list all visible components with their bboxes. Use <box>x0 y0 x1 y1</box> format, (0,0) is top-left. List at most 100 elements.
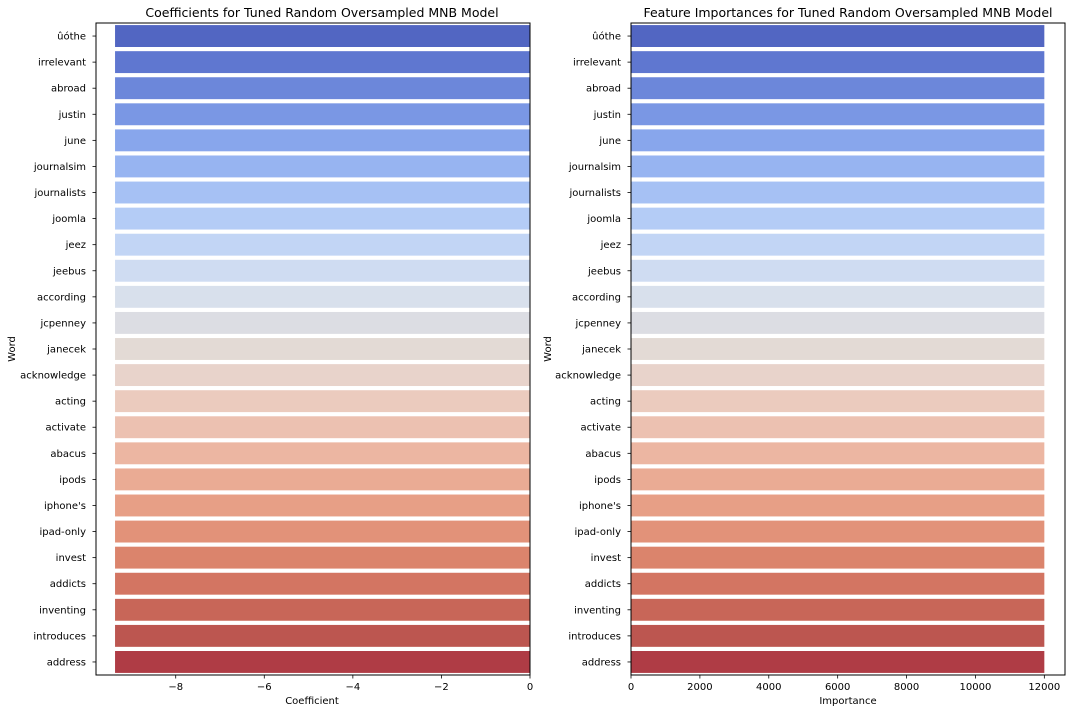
x-tick-label: 0 <box>628 682 634 693</box>
chart-title-importances: Feature Importances for Tuned Random Ove… <box>643 5 1052 20</box>
bar-7 <box>631 207 1045 230</box>
y-tick-label: jeebus <box>52 266 86 277</box>
bar-15 <box>115 416 531 439</box>
bar-13 <box>115 364 531 387</box>
y-ticks: ûóthe irrelevant abroad justin june journalsi… <box>555 31 631 668</box>
bar-19 <box>631 520 1045 543</box>
bar-22 <box>115 598 531 621</box>
coefficients-chart: Coefficients for Tuned Random Oversample… <box>7 5 533 707</box>
y-tick-label: addicts <box>50 579 86 590</box>
y-tick-label: inventing <box>574 605 621 616</box>
bar-2 <box>115 77 531 100</box>
bar-21 <box>631 572 1045 595</box>
bar-21 <box>115 572 531 595</box>
bar-24 <box>631 651 1045 673</box>
y-tick-label: inventing <box>39 605 86 616</box>
bar-9 <box>631 259 1045 282</box>
x-tick-label: −8 <box>168 682 183 693</box>
y-ticks: ûóthe irrelevant abroad justin june journalsi… <box>20 31 96 668</box>
x-tick-label: 0 <box>527 682 533 693</box>
y-tick-label: irrelevant <box>38 58 86 69</box>
bars-group <box>115 25 531 673</box>
bar-12 <box>115 338 531 360</box>
bar-0 <box>115 25 531 47</box>
y-tick-label: ipods <box>59 475 86 486</box>
y-tick-label: ipad-only <box>39 527 86 538</box>
bar-24 <box>115 651 531 673</box>
y-tick-label: addicts <box>585 579 621 590</box>
y-tick-label: iphone's <box>579 501 621 512</box>
x-axis-label: Importance <box>819 696 876 707</box>
y-tick-label: janecek <box>581 345 621 356</box>
chart-title-coefficients: Coefficients for Tuned Random Oversample… <box>145 5 498 20</box>
bar-7 <box>115 207 531 230</box>
bar-20 <box>631 546 1045 569</box>
y-tick-label: address <box>582 657 621 668</box>
bar-23 <box>631 624 1045 647</box>
x-tick-label: 8000 <box>894 682 919 693</box>
y-tick-label: ûóthe <box>57 31 86 43</box>
bar-9 <box>115 259 531 282</box>
x-tick-label: 10000 <box>960 682 992 693</box>
y-tick-label: introduces <box>33 631 86 642</box>
y-tick-label: according <box>37 292 86 303</box>
y-tick-label: justin <box>58 110 86 121</box>
bar-18 <box>631 494 1045 517</box>
bar-17 <box>631 468 1045 491</box>
y-tick-label: acting <box>55 397 86 408</box>
bar-23 <box>115 624 531 647</box>
bar-6 <box>631 181 1045 204</box>
bar-18 <box>115 494 531 517</box>
plot-frame <box>630 22 1066 676</box>
bar-2 <box>631 77 1045 100</box>
x-axis-label: Coefficient <box>285 696 339 707</box>
bar-15 <box>631 416 1045 439</box>
y-tick-label: iphone's <box>44 501 86 512</box>
y-tick-label: justin <box>593 110 621 121</box>
y-tick-label: acknowledge <box>20 371 86 382</box>
bar-10 <box>115 285 531 308</box>
y-tick-label: janecek <box>46 345 86 356</box>
bar-11 <box>115 311 531 334</box>
y-tick-label: jeebus <box>587 266 621 277</box>
bar-5 <box>115 155 531 178</box>
y-tick-label: abacus <box>585 449 621 460</box>
bar-6 <box>115 181 531 204</box>
x-tick-label: −2 <box>434 682 449 693</box>
plot-frame <box>95 22 531 676</box>
y-tick-label: jcpenney <box>574 318 621 329</box>
y-tick-label: activate <box>46 423 86 434</box>
y-tick-label: acting <box>590 397 621 408</box>
y-tick-label: introduces <box>568 631 621 642</box>
bar-5 <box>631 155 1045 178</box>
x-tick-label: 12000 <box>1028 682 1060 693</box>
y-tick-label: ipods <box>594 475 621 486</box>
y-tick-label: abroad <box>51 84 86 95</box>
y-tick-label: june <box>63 136 86 147</box>
y-tick-label: activate <box>581 423 621 434</box>
bar-4 <box>115 129 531 152</box>
bar-20 <box>115 546 531 569</box>
y-tick-label: joomla <box>51 214 86 225</box>
bars-group <box>631 25 1045 673</box>
bar-14 <box>115 390 531 413</box>
x-tick-label: 2000 <box>687 682 712 693</box>
y-tick-label: journalsim <box>33 162 86 173</box>
bar-13 <box>631 364 1045 387</box>
y-axis-label: Word <box>543 336 554 362</box>
bar-14 <box>631 390 1045 413</box>
x-ticks: −8 −6 −4 −2 0 <box>168 675 533 693</box>
feature-importances-chart: Feature Importances for Tuned Random Ove… <box>543 5 1066 707</box>
y-tick-label: invest <box>56 553 86 564</box>
y-tick-label: acknowledge <box>555 371 621 382</box>
y-axis-label: Word <box>7 336 18 362</box>
bar-1 <box>115 51 531 74</box>
y-tick-label: jeez <box>65 240 86 251</box>
y-tick-label: ipad-only <box>574 527 621 538</box>
bar-16 <box>115 442 531 465</box>
bar-4 <box>631 129 1045 152</box>
y-tick-label: address <box>47 657 86 668</box>
bar-8 <box>115 233 531 256</box>
bar-22 <box>631 598 1045 621</box>
